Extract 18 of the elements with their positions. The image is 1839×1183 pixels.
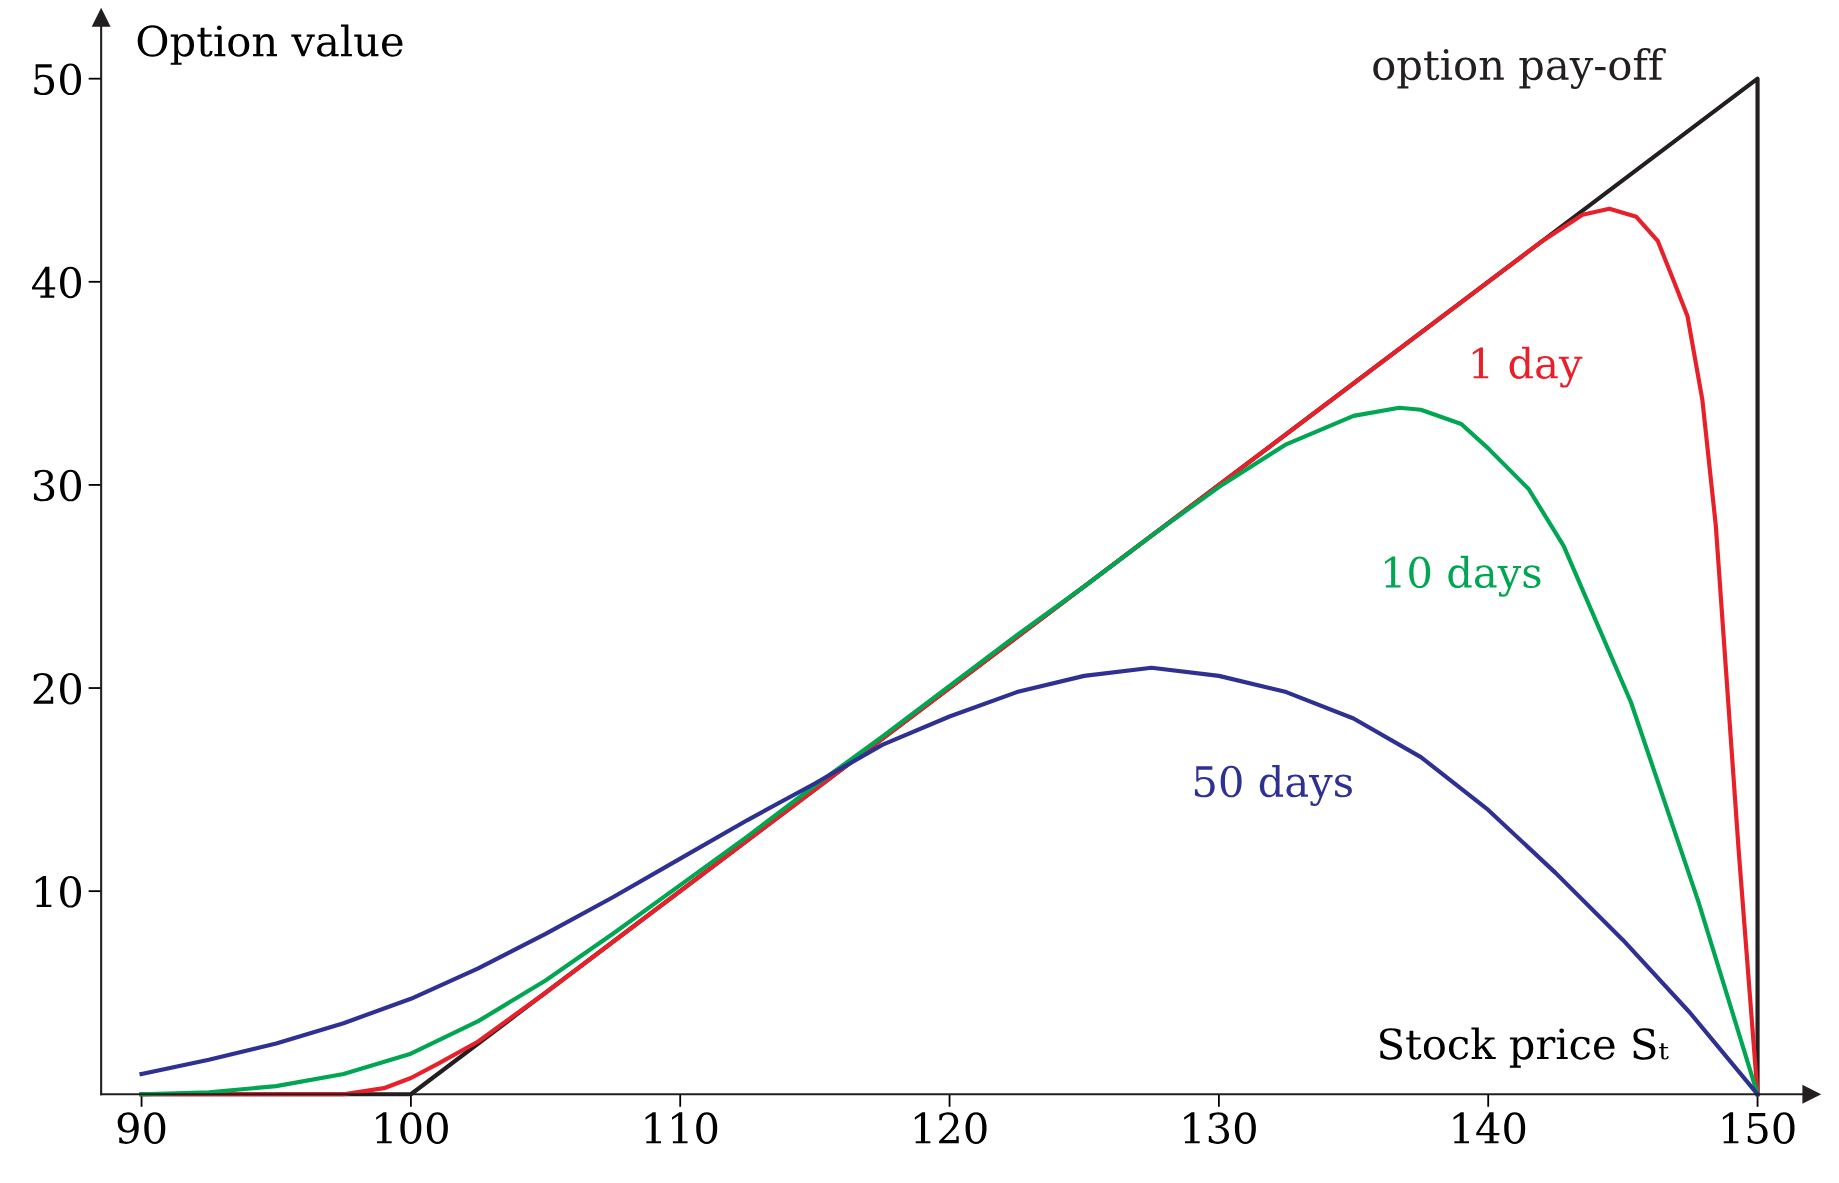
x-axis-title: Stock price Sₜ [1380, 1027, 1669, 1068]
y-tick-label: 20 [33, 672, 82, 705]
series-label: 1 day [1472, 346, 1583, 388]
y-tick-label: 40 [32, 266, 82, 299]
series-label: option pay-off [1373, 48, 1666, 89]
x-tick-label: 150 [1722, 1112, 1795, 1144]
series-label: 50 days [1194, 765, 1352, 806]
y-tick-label: 10 [35, 876, 82, 908]
x-tick-label: 90 [117, 1112, 166, 1144]
x-tick-label: 120 [914, 1112, 987, 1144]
x-tick-label: 100 [376, 1112, 448, 1144]
y-tick-label: 30 [33, 469, 82, 502]
y-tick-label: 50 [34, 63, 82, 96]
series-label: 10 days [1385, 555, 1541, 597]
x-tick-label: 140 [1453, 1112, 1526, 1144]
x-tick-label: 130 [1184, 1112, 1256, 1144]
x-tick-label: 110 [645, 1112, 718, 1144]
y-axis-title: Option value [137, 24, 403, 65]
